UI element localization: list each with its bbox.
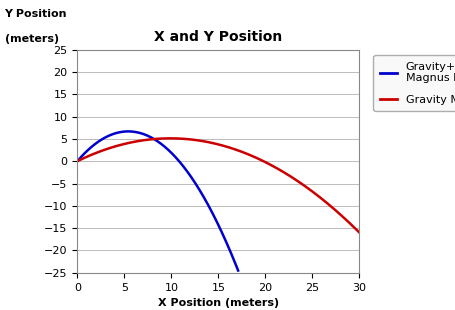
Title: X and Y Position: X and Y Position xyxy=(154,30,283,44)
Text: Y Position: Y Position xyxy=(5,9,67,19)
Legend: Gravity+Drag+
Magnus Effect, Gravity Model: Gravity+Drag+ Magnus Effect, Gravity Mod… xyxy=(374,55,455,111)
Text: (meters): (meters) xyxy=(5,34,59,44)
X-axis label: X Position (meters): X Position (meters) xyxy=(158,298,279,308)
